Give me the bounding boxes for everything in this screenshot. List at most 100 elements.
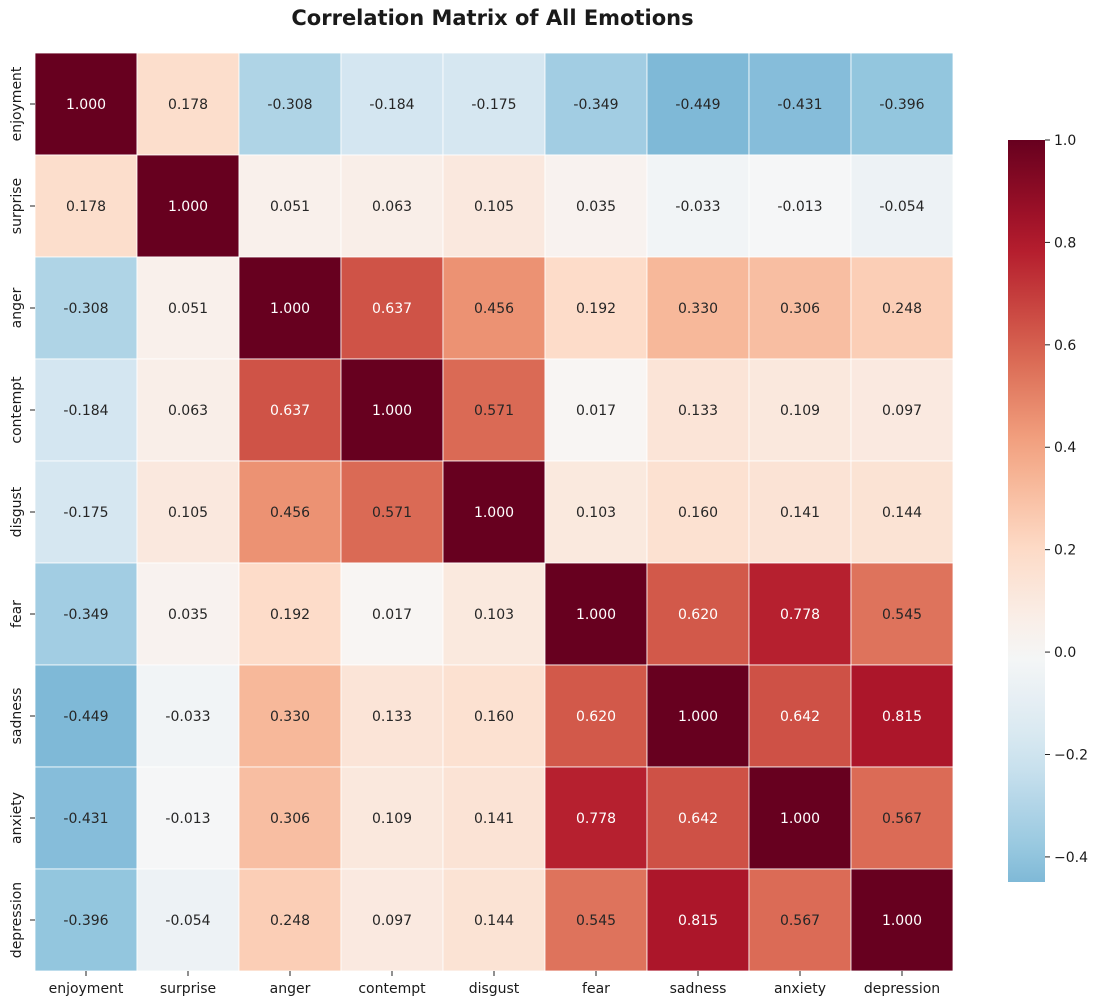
cell-value-label: -0.013 bbox=[165, 811, 210, 827]
heatmap-cell-fear-depression bbox=[850, 562, 954, 666]
cell-value-label: 0.109 bbox=[780, 403, 820, 419]
x-tick-label-contempt: contempt bbox=[358, 981, 426, 997]
heatmap-cell-enjoyment-surprise bbox=[136, 52, 240, 156]
cell-value-label: -0.449 bbox=[63, 709, 108, 725]
cell-value-label: 0.642 bbox=[780, 709, 820, 725]
heatmap-cell-surprise-anxiety bbox=[748, 154, 852, 258]
heatmap-cell-anxiety-sadness bbox=[646, 766, 750, 870]
cell-value-label: -0.054 bbox=[165, 913, 210, 929]
y-tick-label-anger: anger bbox=[9, 287, 25, 328]
cell-value-label: 0.545 bbox=[882, 607, 922, 623]
heatmap-cell-depression-surprise bbox=[136, 868, 240, 972]
cell-value-label: 0.248 bbox=[270, 913, 310, 929]
cell-value-label: 0.456 bbox=[474, 301, 514, 317]
colorbar-tick-label: 0.4 bbox=[1054, 440, 1076, 456]
chart-title: Correlation Matrix of All Emotions bbox=[291, 6, 694, 30]
y-tick-label-enjoyment: enjoyment bbox=[9, 66, 25, 141]
colorbar: −0.4 −0.2 0.0 0.2 0.4 0.6 0.8 1.0 bbox=[1008, 133, 1088, 882]
cell-value-label: 0.141 bbox=[780, 505, 820, 521]
heatmap-cell-disgust-sadness bbox=[646, 460, 750, 564]
cell-value-label: 0.144 bbox=[474, 913, 514, 929]
heatmap-cell-anger-fear bbox=[544, 256, 648, 360]
cell-value-label: 0.330 bbox=[678, 301, 718, 317]
heatmap-cell-fear-sadness bbox=[646, 562, 750, 666]
cell-value-label: 0.778 bbox=[576, 811, 616, 827]
y-tick-label-fear: fear bbox=[9, 600, 25, 628]
cell-value-label: 0.330 bbox=[270, 709, 310, 725]
heatmap-cell-anxiety-disgust bbox=[442, 766, 546, 870]
cell-value-label: 0.567 bbox=[882, 811, 922, 827]
heatmap-cell-fear-disgust bbox=[442, 562, 546, 666]
cell-value-label: 0.141 bbox=[474, 811, 514, 827]
heatmap-cell-disgust-anger bbox=[238, 460, 342, 564]
cell-value-label: 0.642 bbox=[678, 811, 718, 827]
heatmap-cell-contempt-anxiety bbox=[748, 358, 852, 462]
heatmap-cell-anger-anger bbox=[238, 256, 342, 360]
x-tick-label-fear: fear bbox=[582, 981, 610, 997]
cell-value-label: 1.000 bbox=[780, 811, 820, 827]
colorbar-gradient bbox=[1008, 140, 1045, 882]
heatmap-cell-enjoyment-enjoyment bbox=[34, 52, 138, 156]
x-tick-label-anxiety: anxiety bbox=[774, 981, 826, 997]
x-tick-label-enjoyment: enjoyment bbox=[49, 981, 124, 997]
heatmap-cell-surprise-contempt bbox=[340, 154, 444, 258]
heatmap-cell-contempt-contempt bbox=[340, 358, 444, 462]
x-tick-label-disgust: disgust bbox=[469, 981, 520, 997]
y-tick-label-anxiety: anxiety bbox=[9, 792, 25, 844]
cell-value-label: 0.105 bbox=[168, 505, 208, 521]
heatmap-cell-anger-depression bbox=[850, 256, 954, 360]
axis-ticks: enjoyment surprise anger contempt disgust fea… bbox=[9, 66, 940, 997]
cell-value-label: 0.567 bbox=[780, 913, 820, 929]
heatmap-cell-anger-contempt bbox=[340, 256, 444, 360]
heatmap-cell-depression-disgust bbox=[442, 868, 546, 972]
heatmap-cell-depression-depression bbox=[850, 868, 954, 972]
cell-value-label: 1.000 bbox=[372, 403, 412, 419]
cell-value-label: 1.000 bbox=[168, 199, 208, 215]
heatmap-cell-contempt-fear bbox=[544, 358, 648, 462]
cell-value-label: 0.192 bbox=[270, 607, 310, 623]
heatmap-cell-sadness-fear bbox=[544, 664, 648, 768]
cell-value-label: 0.571 bbox=[372, 505, 412, 521]
heatmap-cell-enjoyment-anger bbox=[238, 52, 342, 156]
heatmap-cell-anger-sadness bbox=[646, 256, 750, 360]
colorbar-tick-label: −0.4 bbox=[1054, 850, 1088, 866]
heatmap-cell-anger-anxiety bbox=[748, 256, 852, 360]
cell-value-label: 0.103 bbox=[474, 607, 514, 623]
cell-value-label: -0.184 bbox=[369, 97, 414, 113]
heatmap-cell-fear-anxiety bbox=[748, 562, 852, 666]
heatmap-cell-anxiety-anger bbox=[238, 766, 342, 870]
cell-value-label: -0.308 bbox=[63, 301, 108, 317]
colorbar-tick-label: 0.6 bbox=[1054, 338, 1076, 354]
cell-value-label: 0.637 bbox=[372, 301, 412, 317]
heatmap-cell-fear-surprise bbox=[136, 562, 240, 666]
cell-value-label: 0.097 bbox=[372, 913, 412, 929]
y-tick-label-depression: depression bbox=[9, 882, 25, 958]
heatmap-cell-contempt-sadness bbox=[646, 358, 750, 462]
heatmap-cell-anxiety-enjoyment bbox=[34, 766, 138, 870]
heatmap-cell-sadness-anxiety bbox=[748, 664, 852, 768]
cell-value-label: 0.192 bbox=[576, 301, 616, 317]
cell-value-label: 0.815 bbox=[882, 709, 922, 725]
y-tick-label-surprise: surprise bbox=[9, 178, 25, 234]
heatmap-cell-fear-fear bbox=[544, 562, 648, 666]
heatmap-cells: 1.000 0.178 -0.308 -0.184 -0.175 -0.349 -0.449… bbox=[34, 52, 954, 972]
heatmap-cell-anxiety-fear bbox=[544, 766, 648, 870]
cell-value-label: 1.000 bbox=[882, 913, 922, 929]
cell-value-label: 1.000 bbox=[270, 301, 310, 317]
heatmap-cell-disgust-disgust bbox=[442, 460, 546, 564]
cell-value-label: -0.431 bbox=[777, 97, 822, 113]
x-tick-label-depression: depression bbox=[864, 981, 940, 997]
heatmap-cell-depression-anxiety bbox=[748, 868, 852, 972]
cell-value-label: 0.620 bbox=[678, 607, 718, 623]
colorbar-tick-label: 0.8 bbox=[1054, 235, 1076, 251]
heatmap-cell-disgust-fear bbox=[544, 460, 648, 564]
cell-value-label: 0.815 bbox=[678, 913, 718, 929]
heatmap-cell-sadness-disgust bbox=[442, 664, 546, 768]
cell-value-label: 0.017 bbox=[372, 607, 412, 623]
cell-value-label: -0.184 bbox=[63, 403, 108, 419]
cell-value-label: 1.000 bbox=[576, 607, 616, 623]
colorbar-tick-label: 0.0 bbox=[1054, 645, 1076, 661]
heatmap-cell-enjoyment-depression bbox=[850, 52, 954, 156]
cell-value-label: 0.637 bbox=[270, 403, 310, 419]
heatmap-cell-disgust-anxiety bbox=[748, 460, 852, 564]
